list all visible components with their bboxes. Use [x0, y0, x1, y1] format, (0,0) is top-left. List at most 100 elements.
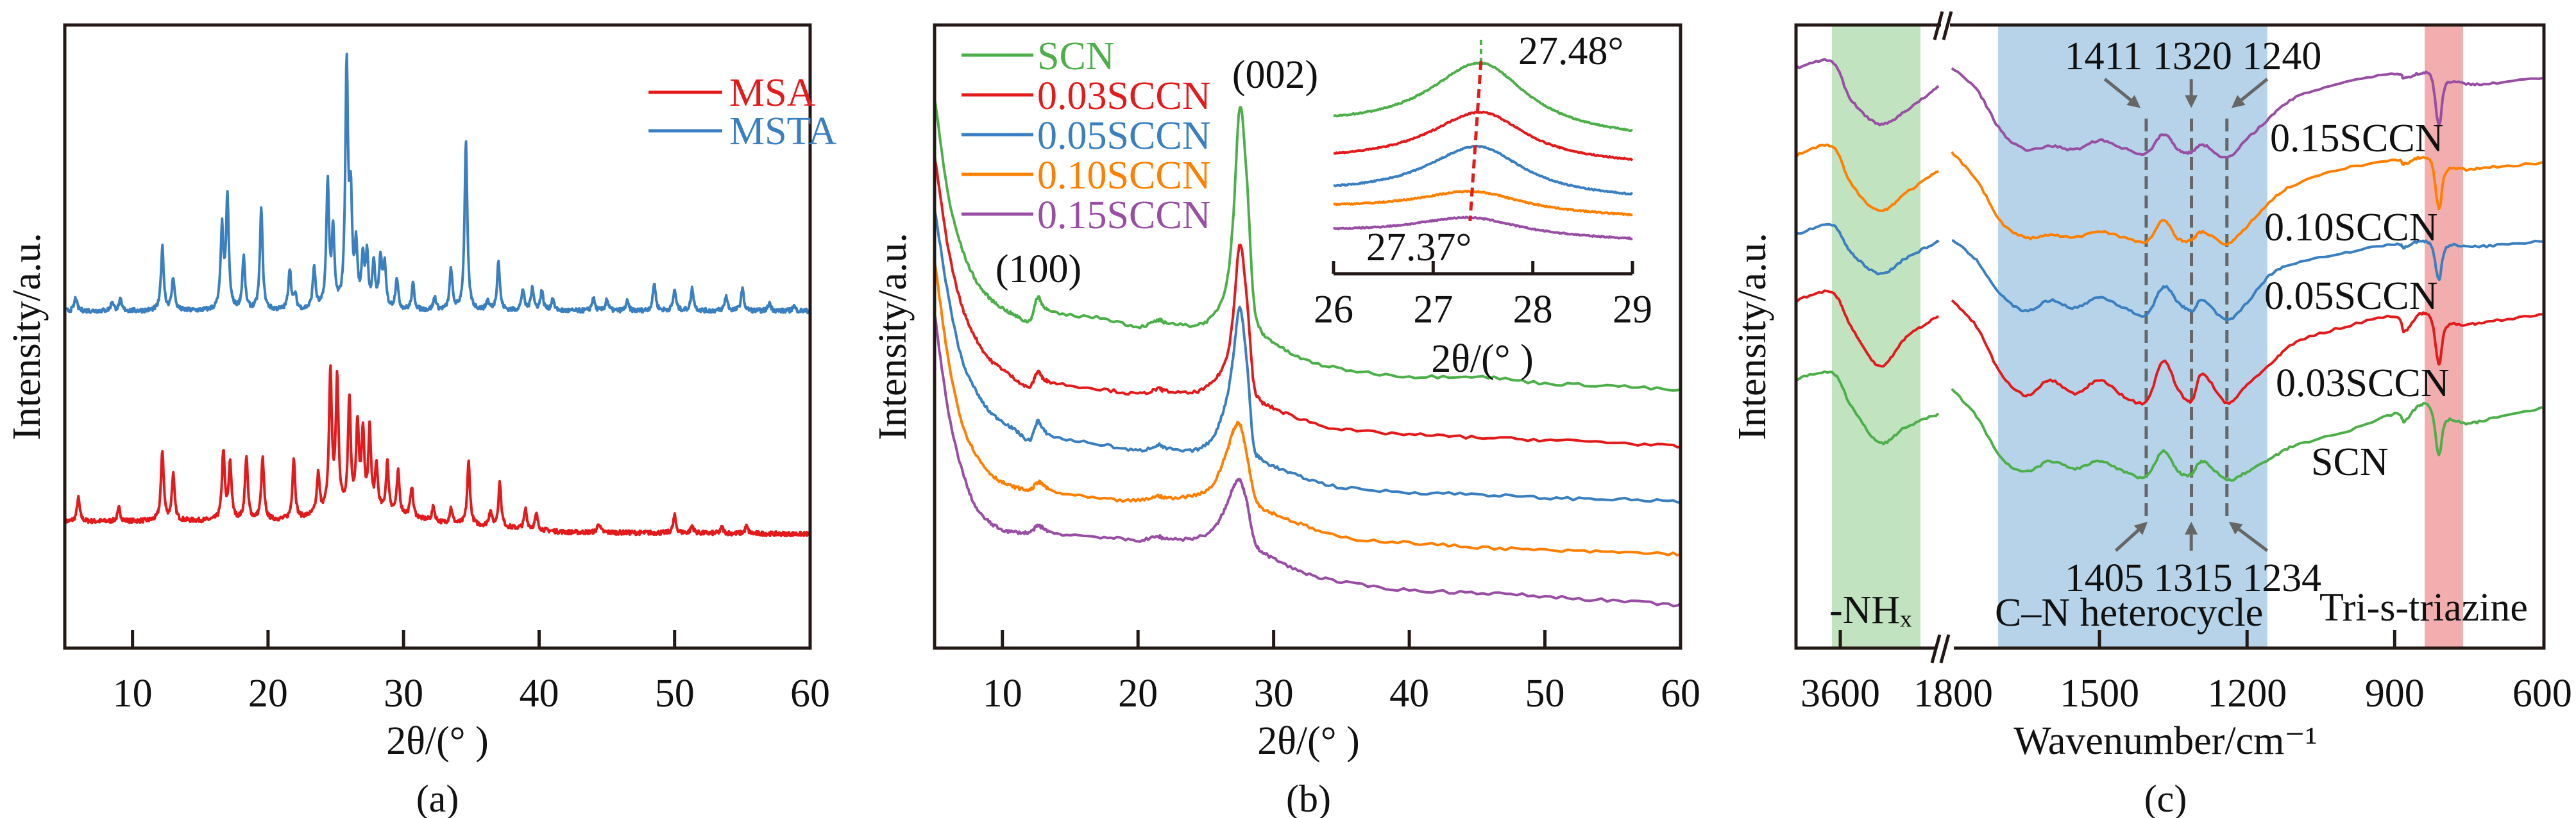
panel-c-xlabel: Wavenumber/cm⁻¹: [2013, 719, 2317, 763]
panel-b-caption: (b): [1286, 778, 1331, 818]
panel-c-x-ticks: 3600 1800 1500 1200 900 600: [1801, 630, 2572, 715]
x-tick-label: 30: [384, 672, 423, 715]
x-tick-label: 30: [1254, 672, 1294, 715]
bottom-peak-labels: 1405 1315 1234: [2065, 556, 2321, 600]
panel-a-curves: [64, 53, 811, 538]
inset-peak-shift-line: [1468, 60, 1483, 222]
panel-a-xlabel: 2θ/(° ): [386, 719, 489, 763]
ftir-curve-left-0.05sccn: [1795, 222, 1940, 276]
xrd-curve-0.15sccn: [933, 312, 1682, 608]
series-label-010sccn: 0.10SCCN: [2264, 206, 2437, 249]
x-tick-label: 40: [519, 672, 559, 715]
ftir-curve-right-0.03sccn: [1951, 299, 2543, 406]
panel-a: 10 20 30 40 50 60 2θ/(° ) Intensity/a.u. (a) …: [5, 23, 837, 818]
xrd-curve-0.05sccn: [933, 206, 1681, 504]
inset-x-tick-label: 29: [1613, 288, 1652, 331]
xrd-curve-scn: [933, 97, 1681, 392]
panel-c-bands: [1831, 25, 2463, 648]
xrd-curve-0.10sccn: [933, 260, 1681, 557]
ftir-curve-left-scn: [1795, 370, 1939, 446]
band-label-nhx: -NHₓ: [1829, 588, 1911, 632]
panel-b-inset: 26 27 28 29 2θ/(° ) 27.48° 27.37°: [1314, 29, 1652, 381]
x-tick-label: 60: [1661, 672, 1700, 715]
x-tick-label: 60: [790, 672, 830, 715]
xrd-curve-msta: [64, 53, 811, 315]
x-tick-label: 10: [983, 672, 1022, 715]
panel-b: 10 20 30 40 50 60 2θ/(° ) Intensity/a.u. (b) …: [871, 23, 1700, 818]
legend-label-0.10sccn: 0.10SCCN: [1037, 154, 1210, 197]
xrd-curve-msa: [64, 364, 810, 538]
panel-c-caption: (c): [2144, 778, 2187, 818]
inset-curves: [1332, 40, 1634, 240]
x-tick-label: 40: [1389, 672, 1429, 715]
inset-xlabel: 2θ/(° ): [1431, 337, 1534, 381]
ftir-curve-right-scn: [1951, 388, 2543, 482]
inset-x-tick-label: 26: [1314, 288, 1353, 331]
ftir-curve-left-0.10sccn: [1795, 143, 1939, 212]
ftir-curve-right-0.15sccn: [1951, 67, 2543, 159]
panel-c-curves: [1795, 58, 2543, 482]
panel-a-caption: (a): [416, 778, 459, 818]
arrow-icon: [2231, 78, 2269, 108]
series-label-scn: SCN: [2311, 440, 2389, 484]
band-cn-heterocycle: [1998, 25, 2267, 648]
arrow-icon: [2103, 78, 2141, 108]
annotation-100: (100): [996, 247, 1081, 291]
inset-curve-0.03sccn: [1333, 110, 1634, 162]
panel-a-x-ticks: 10 20 30 40 50 60: [113, 630, 830, 715]
arrow-icon: [2114, 521, 2148, 552]
legend-label-0.05sccn: 0.05SCCN: [1037, 114, 1210, 158]
panel-c-frame: [1794, 23, 2546, 650]
legend-label-msta: MSTA: [729, 110, 837, 153]
ftir-curve-right-0.05sccn: [1951, 239, 2543, 321]
arrow-icon: [2185, 521, 2198, 551]
panel-b-frame: [933, 23, 1682, 650]
x-tick-label: 20: [1118, 672, 1158, 715]
axis-break-icon: [1930, 11, 1953, 664]
arrow-icon: [2228, 521, 2269, 552]
panel-c-ylabel: Intensity/a.u.: [1731, 233, 1774, 440]
x-tick-label: 20: [248, 672, 288, 715]
inset-curve-0.10sccn: [1333, 189, 1633, 217]
xrd-curve-0.03sccn: [933, 154, 1681, 449]
panel-a-frame: [63, 23, 812, 650]
inset-curve-scn: [1333, 62, 1633, 133]
panel-c-arrows: [2103, 78, 2269, 552]
x-tick-label: 50: [655, 672, 695, 715]
x-tick-label: 900: [2365, 672, 2425, 715]
legend-label-0.03sccn: 0.03SCCN: [1037, 74, 1210, 118]
inset-curve-0.15sccn: [1332, 215, 1633, 240]
series-label-015sccn: 0.15SCCN: [2270, 117, 2443, 160]
x-tick-label: 600: [2512, 672, 2572, 715]
ftir-curve-left-0.03sccn: [1795, 289, 1939, 368]
x-tick-label: 10: [113, 672, 153, 715]
inset-x-tick-label: 27: [1413, 288, 1453, 331]
inset-x-tick-label: 28: [1513, 288, 1553, 331]
band-label-cn-heterocycle: C–N heterocycle: [1995, 591, 2263, 635]
arrow-icon: [2185, 79, 2198, 108]
series-label-003sccn: 0.03SCCN: [2276, 362, 2449, 405]
inset-x-ticks: 26 27 28 29: [1314, 261, 1652, 331]
ftir-curve-right-0.10sccn: [1951, 151, 2543, 246]
x-tick-label: 1200: [2207, 672, 2287, 715]
inset-peak-low-label: 27.37°: [1366, 226, 1471, 269]
x-tick-label: 3600: [1801, 672, 1880, 715]
panel-b-curves: [933, 97, 1682, 608]
panel-b-xlabel: 2θ/(° ): [1257, 719, 1360, 763]
inset-curve-0.05sccn: [1333, 144, 1634, 196]
top-peak-labels: 1411 1320 1240: [2065, 35, 2322, 78]
ftir-curve-left-0.15sccn: [1795, 58, 1939, 127]
series-label-005sccn: 0.05SCCN: [2264, 274, 2437, 318]
annotation-002: (002): [1232, 53, 1318, 97]
legend-label-msa: MSA: [729, 71, 816, 115]
panel-b-x-ticks: 10 20 30 40 50 60: [983, 630, 1700, 715]
panel-a-ylabel: Intensity/a.u.: [5, 233, 49, 440]
panel-b-ylabel: Intensity/a.u.: [871, 233, 915, 440]
x-tick-label: 50: [1525, 672, 1565, 715]
panel-c: 3600 1800 1500 1200 900 600 1411 1320 1240 14…: [1731, 11, 2572, 818]
inset-peak-high-label: 27.48°: [1518, 29, 1623, 73]
legend-label-scn: SCN: [1037, 35, 1115, 78]
x-tick-label: 1800: [1913, 672, 1993, 715]
